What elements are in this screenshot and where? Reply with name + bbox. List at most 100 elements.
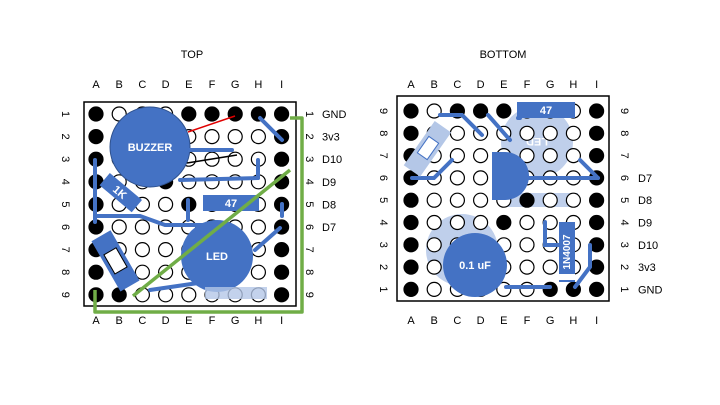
hole xyxy=(519,281,535,297)
column-label-a: A xyxy=(92,315,100,327)
row-label-3: 3 xyxy=(618,242,630,248)
row-label-6: 6 xyxy=(303,224,315,230)
top-board: TOP A A B B C C D D E E F F G G H H I I 1 2 3 4 5 6 7 8 9 1 2 3 4 5 6 7… xyxy=(59,49,347,327)
resistor-47-label: 47 xyxy=(225,198,237,210)
column-label-h: H xyxy=(569,79,577,91)
top-row-labels-right: 1 2 3 4 5 6 7 8 9 GND 3v3 D10 D9 D8 D7 xyxy=(303,109,347,298)
buzzer xyxy=(109,106,191,188)
column-label-g: G xyxy=(231,79,240,91)
column-label-c: C xyxy=(138,79,146,91)
hole xyxy=(204,174,220,190)
column-label-e: E xyxy=(185,315,192,327)
wire xyxy=(258,116,284,142)
hole xyxy=(227,151,243,167)
hole xyxy=(134,242,150,258)
column-label-e: E xyxy=(500,79,507,91)
pin-label-3v3: 3v3 xyxy=(638,262,656,274)
row-label-1: 1 xyxy=(618,286,630,292)
hole xyxy=(588,214,605,231)
wire xyxy=(148,280,207,292)
resistor-47 xyxy=(517,102,575,118)
row-label-7: 7 xyxy=(377,153,389,159)
row-label-6: 6 xyxy=(377,175,389,181)
hole xyxy=(473,214,489,231)
bottom-column-labels: A A B B C C D D E E F F G G H H I I xyxy=(407,79,598,327)
bottom-blue-wires xyxy=(410,113,600,289)
bottom-row-labels-left: 9 8 7 6 5 4 3 2 1 xyxy=(377,108,389,293)
top-title: TOP xyxy=(181,49,203,61)
hole xyxy=(519,259,535,275)
row-label-3: 3 xyxy=(303,156,315,162)
hole xyxy=(519,214,535,231)
wire xyxy=(573,243,592,289)
row-label-7: 7 xyxy=(618,153,630,159)
hole xyxy=(181,106,197,122)
row-label-2: 2 xyxy=(618,264,630,270)
hole xyxy=(274,151,290,167)
hole xyxy=(588,192,605,208)
row-label-2: 2 xyxy=(303,134,315,140)
hole xyxy=(519,148,535,164)
top-blue-wires xyxy=(93,116,284,292)
hole xyxy=(473,192,489,208)
hole xyxy=(88,106,104,122)
hole xyxy=(565,192,582,208)
wire xyxy=(578,158,600,180)
hole xyxy=(542,281,558,297)
column-label-c: C xyxy=(453,79,461,91)
row-label-4: 4 xyxy=(303,179,315,185)
red-wire xyxy=(187,115,236,133)
row-label-6: 6 xyxy=(618,175,630,181)
hole xyxy=(449,148,465,164)
column-label-b: B xyxy=(431,79,438,91)
column-label-e: E xyxy=(500,315,507,327)
pin-label-gnd: GND xyxy=(322,109,347,121)
hole xyxy=(134,219,150,235)
row-label-4: 4 xyxy=(618,219,630,225)
column-label-d: D xyxy=(162,79,170,91)
hole xyxy=(426,214,442,231)
row-label-8: 8 xyxy=(618,130,630,136)
hole xyxy=(565,148,582,164)
hole xyxy=(426,192,442,208)
led-label: LED xyxy=(206,251,228,263)
bottom-title: BOTTOM xyxy=(480,49,527,61)
column-label-c: C xyxy=(453,315,461,327)
hole xyxy=(158,242,174,258)
hole xyxy=(519,192,535,208)
column-label-i: I xyxy=(280,79,283,91)
row-label-5: 5 xyxy=(377,197,389,203)
pin-label-d9: D9 xyxy=(322,177,336,189)
hole xyxy=(403,214,419,231)
column-label-f: F xyxy=(209,79,216,91)
hole xyxy=(403,259,419,275)
column-label-e: E xyxy=(185,79,192,91)
column-label-b: B xyxy=(116,315,123,327)
switch xyxy=(91,230,140,292)
hole xyxy=(227,129,243,145)
hole xyxy=(88,129,104,145)
diode: 1N4007 xyxy=(559,222,575,282)
bottom-row-labels-right: 9 8 7 6 5 4 3 2 1 D7 D8 D9 D10 3v3 GND xyxy=(618,108,663,296)
wire xyxy=(486,113,512,142)
column-label-g: G xyxy=(231,315,240,327)
hole xyxy=(274,106,290,122)
wire xyxy=(253,226,282,252)
row-label-6: 6 xyxy=(59,224,71,230)
pin-label-d10: D10 xyxy=(638,240,658,252)
pin-label-gnd: GND xyxy=(638,284,663,296)
row-label-4: 4 xyxy=(377,219,389,225)
hole xyxy=(588,103,605,119)
hole xyxy=(426,259,442,275)
row-label-8: 8 xyxy=(377,130,389,136)
hole xyxy=(473,103,489,119)
row-label-2: 2 xyxy=(377,264,389,270)
column-label-i: I xyxy=(280,315,283,327)
hole xyxy=(227,106,243,122)
row-label-8: 8 xyxy=(59,269,71,275)
hole xyxy=(134,264,150,280)
hole xyxy=(88,264,104,280)
column-label-a: A xyxy=(92,79,100,91)
wire xyxy=(410,158,454,180)
